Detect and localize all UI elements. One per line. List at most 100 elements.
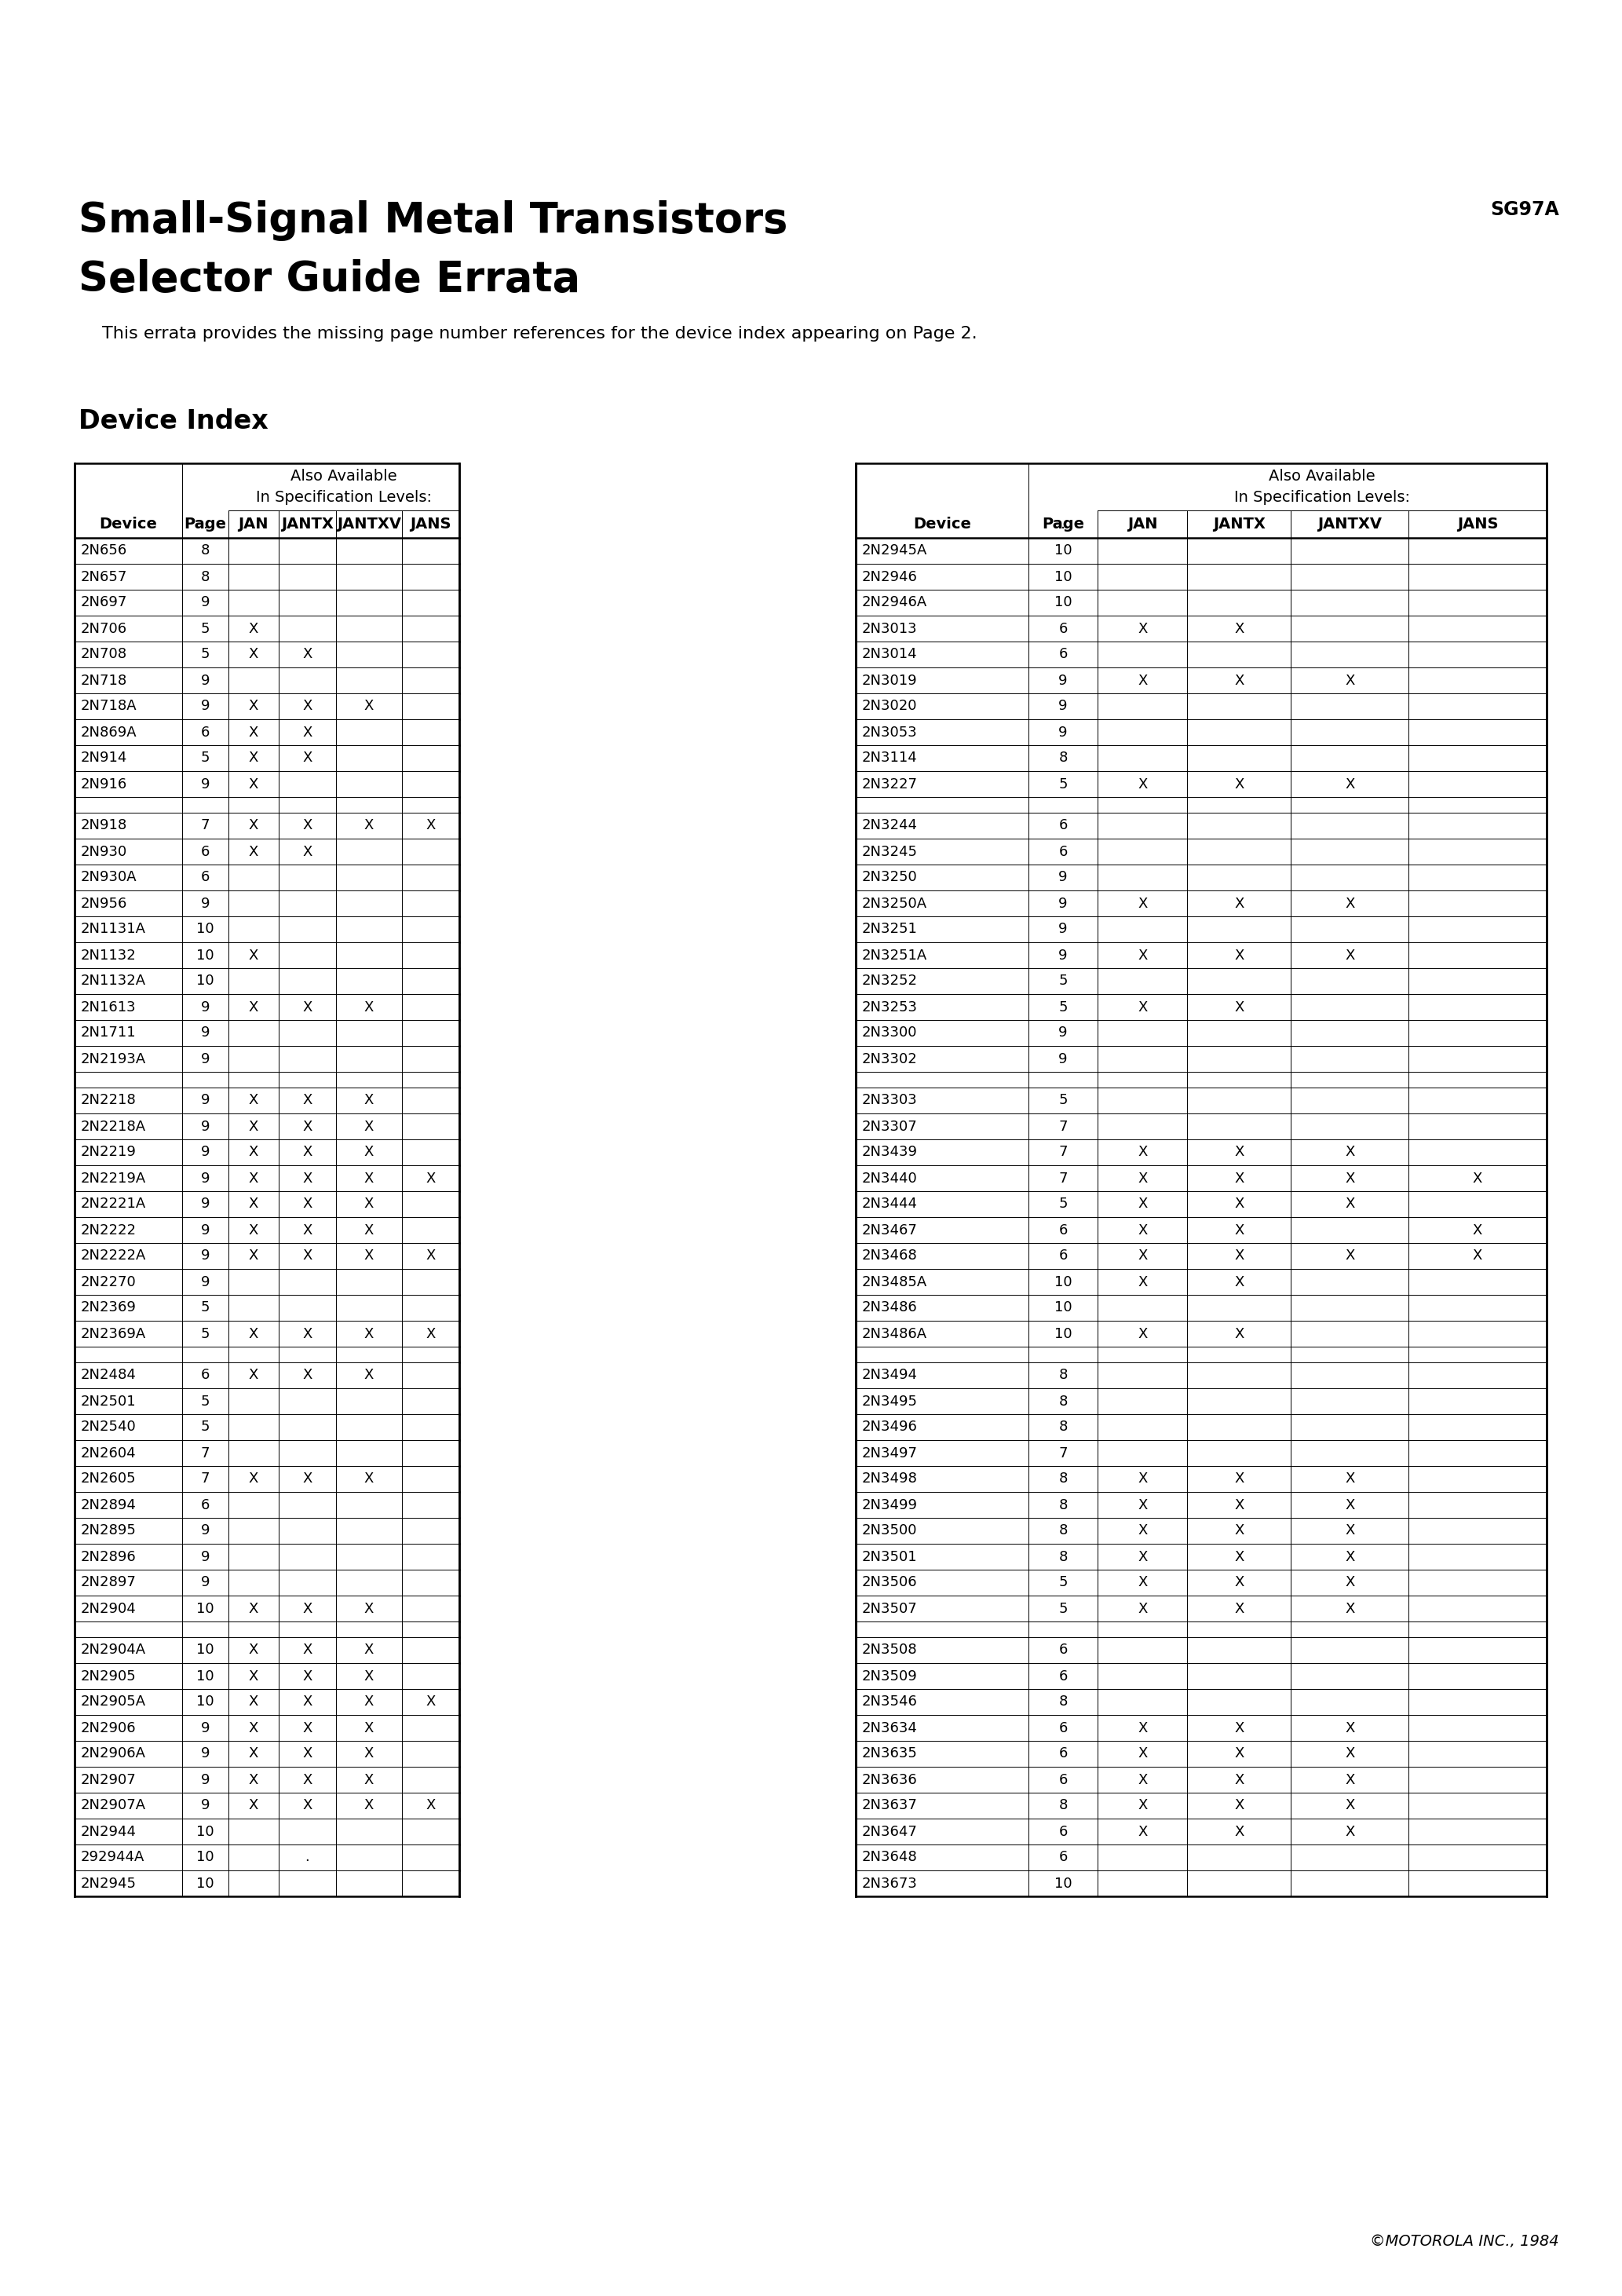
Text: JANTX: JANTX (281, 517, 334, 533)
Text: X: X (1137, 895, 1147, 912)
Text: X: X (1137, 1274, 1147, 1288)
Text: 2N2605: 2N2605 (81, 1472, 136, 1486)
Text: 9: 9 (201, 700, 209, 714)
Text: 2N708: 2N708 (81, 647, 127, 661)
Text: X: X (1137, 1327, 1147, 1341)
Text: X: X (248, 1120, 258, 1134)
Text: 10: 10 (196, 923, 214, 937)
Text: 2N3486A: 2N3486A (861, 1327, 928, 1341)
Text: X: X (248, 1773, 258, 1786)
Text: 2N3227: 2N3227 (861, 776, 918, 792)
Text: 2N956: 2N956 (81, 895, 128, 912)
Text: X: X (1345, 673, 1354, 687)
Text: 10: 10 (196, 1825, 214, 1839)
Text: X: X (302, 1093, 311, 1107)
Text: 2N2222: 2N2222 (81, 1224, 136, 1238)
Text: X: X (1345, 1747, 1354, 1761)
Text: X: X (1234, 1773, 1244, 1786)
Text: 9: 9 (201, 1224, 209, 1238)
Text: X: X (1345, 1249, 1354, 1263)
Text: 2N3302: 2N3302 (861, 1052, 918, 1065)
Text: 6: 6 (201, 845, 209, 859)
Text: X: X (1234, 1747, 1244, 1761)
Text: X: X (1473, 1224, 1483, 1238)
Text: X: X (363, 1249, 373, 1263)
Text: 2N2218: 2N2218 (81, 1093, 136, 1107)
Text: 2N3637: 2N3637 (861, 1798, 918, 1814)
Text: In Specification Levels:: In Specification Levels: (1234, 489, 1410, 505)
Text: .: . (203, 517, 208, 533)
Text: JANTX: JANTX (1213, 517, 1265, 533)
Text: 2N2540: 2N2540 (81, 1421, 136, 1435)
Text: X: X (1234, 1274, 1244, 1288)
Text: 2N3497: 2N3497 (861, 1446, 918, 1460)
Text: Small-Signal Metal Transistors: Small-Signal Metal Transistors (78, 200, 788, 241)
Text: 2N3468: 2N3468 (861, 1249, 918, 1263)
Text: 2N2906A: 2N2906A (81, 1747, 146, 1761)
Text: X: X (1234, 1171, 1244, 1185)
Text: 9: 9 (1059, 895, 1067, 912)
Text: X: X (1137, 1603, 1147, 1616)
Text: 9: 9 (201, 1773, 209, 1786)
Text: 5: 5 (1059, 974, 1067, 987)
Text: 6: 6 (1059, 845, 1067, 859)
Text: 6: 6 (201, 1368, 209, 1382)
Text: X: X (363, 1720, 373, 1736)
Text: 2N2193A: 2N2193A (81, 1052, 146, 1065)
Text: X: X (1345, 895, 1354, 912)
Text: 8: 8 (1059, 1497, 1067, 1513)
Text: 9: 9 (201, 673, 209, 687)
Text: X: X (302, 1327, 311, 1341)
Text: 5: 5 (201, 622, 209, 636)
Text: 2N2905A: 2N2905A (81, 1694, 146, 1708)
Text: 7: 7 (1059, 1446, 1067, 1460)
Text: 2N3245: 2N3245 (861, 845, 918, 859)
Text: X: X (1345, 1603, 1354, 1616)
Text: X: X (1234, 1497, 1244, 1513)
Text: 2N3251A: 2N3251A (861, 948, 928, 962)
Text: 9: 9 (201, 1120, 209, 1134)
Text: X: X (302, 1472, 311, 1486)
Text: 2N3500: 2N3500 (861, 1525, 918, 1538)
Text: 9: 9 (201, 595, 209, 611)
Text: X: X (1234, 776, 1244, 792)
Text: 2N2896: 2N2896 (81, 1550, 136, 1564)
Text: 9: 9 (201, 1026, 209, 1040)
Text: 6: 6 (1059, 1224, 1067, 1238)
Text: X: X (1137, 1720, 1147, 1736)
Text: 2N697: 2N697 (81, 595, 128, 611)
Text: X: X (1234, 1603, 1244, 1616)
Text: X: X (1473, 1249, 1483, 1263)
Text: 9: 9 (201, 1171, 209, 1185)
Text: 2N2222A: 2N2222A (81, 1249, 146, 1263)
Text: 10: 10 (196, 1851, 214, 1864)
Text: X: X (1137, 1001, 1147, 1015)
Text: X: X (1345, 1171, 1354, 1185)
Text: X: X (363, 1093, 373, 1107)
Text: X: X (363, 1196, 373, 1212)
Text: 2N3494: 2N3494 (861, 1368, 918, 1382)
Text: 10: 10 (196, 1694, 214, 1708)
Text: 8: 8 (1059, 1694, 1067, 1708)
Text: 2N3467: 2N3467 (861, 1224, 918, 1238)
Text: 2N3496: 2N3496 (861, 1421, 918, 1435)
Text: X: X (1345, 1550, 1354, 1564)
Text: 6: 6 (1059, 1773, 1067, 1786)
Text: 6: 6 (1059, 1747, 1067, 1761)
Text: 2N2219A: 2N2219A (81, 1171, 146, 1185)
Text: X: X (302, 1603, 311, 1616)
Text: 2N930A: 2N930A (81, 870, 138, 884)
Text: 2N916: 2N916 (81, 776, 128, 792)
Text: 2N930: 2N930 (81, 845, 128, 859)
Text: X: X (1137, 1575, 1147, 1589)
Text: X: X (1137, 673, 1147, 687)
Text: X: X (302, 700, 311, 714)
Text: X: X (302, 1120, 311, 1134)
Text: X: X (363, 1368, 373, 1382)
Text: 2N3486: 2N3486 (861, 1302, 918, 1316)
Text: X: X (363, 820, 373, 833)
Text: 2N3253: 2N3253 (861, 1001, 918, 1015)
Text: 8: 8 (201, 544, 209, 558)
Text: X: X (1473, 1171, 1483, 1185)
Text: 8: 8 (1059, 1798, 1067, 1814)
